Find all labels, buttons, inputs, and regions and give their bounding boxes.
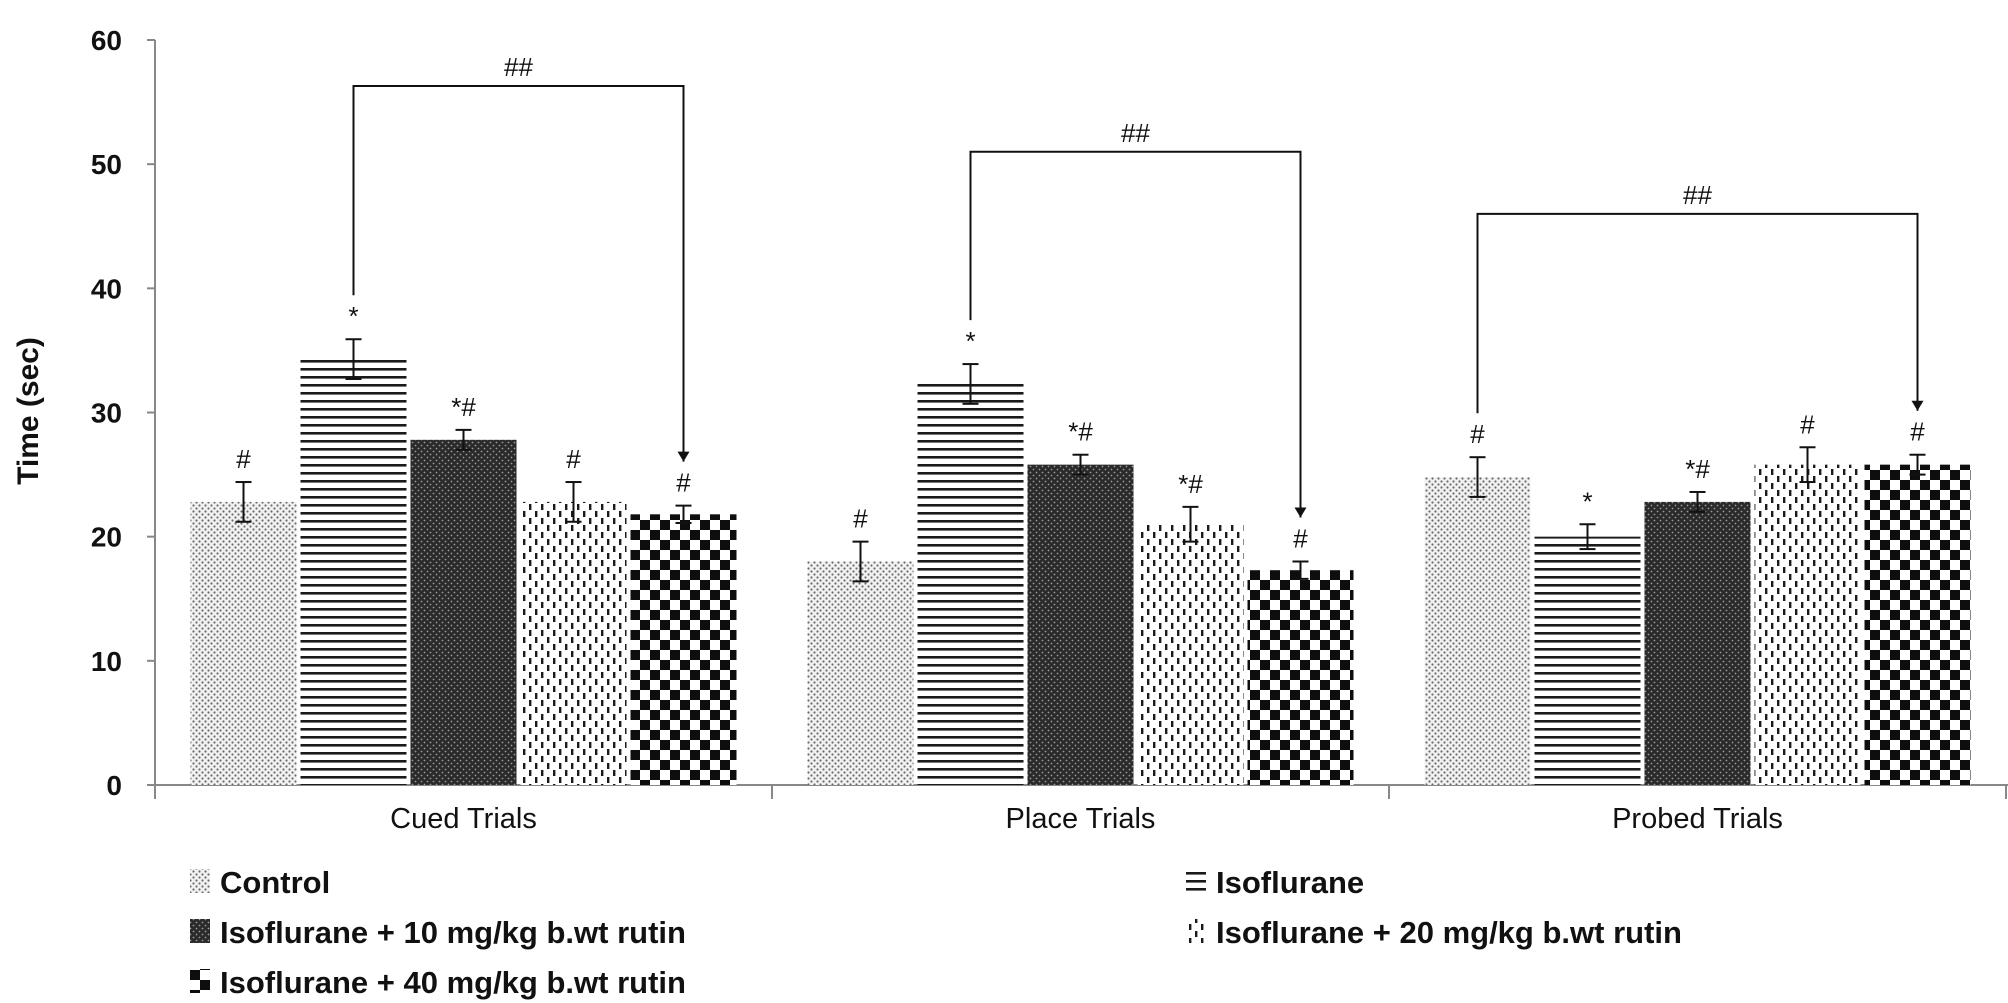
bracket-arrowhead: [1294, 507, 1307, 518]
y-tick-label: 60: [91, 25, 122, 56]
significance-mark: #: [236, 444, 251, 474]
significance-mark: *#: [1178, 469, 1203, 499]
bar: [1644, 501, 1751, 785]
bars: [190, 359, 1971, 785]
y-ticks: 0 10 20 30 40 50 60: [91, 25, 155, 801]
significance-mark: #: [853, 504, 868, 534]
y-tick-label: 40: [91, 273, 122, 304]
significance-mark: #: [1293, 524, 1308, 554]
y-tick-label: 0: [106, 770, 122, 801]
legend-swatch: [190, 969, 210, 993]
bar: [1864, 464, 1971, 785]
legend-label: Isoflurane + 40 mg/kg b.wt rutin: [220, 965, 686, 1000]
significance-mark: *#: [1068, 417, 1093, 447]
legend-label: Isoflurane + 10 mg/kg b.wt rutin: [220, 915, 686, 950]
bar: [1534, 536, 1641, 785]
legend-swatch: [1186, 919, 1206, 943]
significance-mark: *#: [1685, 454, 1710, 484]
bracket-label: ##: [1121, 118, 1150, 148]
x-categories: Cued Trials Place Trials Probed Trials: [154, 785, 2007, 835]
bar: [1137, 524, 1244, 785]
bar: [1247, 570, 1354, 785]
bracket-line: [352, 84, 685, 462]
y-tick-label: 10: [91, 646, 122, 677]
legend-label: Isoflurane: [1216, 865, 1364, 900]
bar: [807, 561, 914, 785]
significance-marks: # # # * * * *# *# *# # *# # # # #: [236, 301, 1925, 553]
x-category-label: Cued Trials: [390, 803, 537, 835]
legend-label: Control: [220, 865, 330, 900]
legend-swatch: [190, 919, 210, 943]
significance-mark: *#: [451, 392, 476, 422]
x-category-label: Place Trials: [1006, 803, 1156, 835]
significance-brackets: ######: [352, 52, 1924, 518]
bar: [1424, 477, 1531, 785]
bar: [630, 514, 737, 785]
significance-mark: #: [1800, 409, 1815, 439]
bracket-line: [969, 150, 1302, 518]
significance-mark: #: [1470, 419, 1485, 449]
y-tick-label: 50: [91, 149, 122, 180]
bracket-label: ##: [504, 52, 533, 82]
y-tick-label: 30: [91, 398, 122, 429]
significance-mark: *: [348, 301, 358, 331]
y-tick-label: 20: [91, 522, 122, 553]
significance-mark: #: [676, 468, 691, 498]
legend-swatch: [190, 869, 210, 893]
bar: [190, 501, 297, 785]
significance-mark: #: [1910, 417, 1925, 447]
bracket-line: [1476, 212, 1919, 414]
error-bars: [235, 338, 1926, 583]
bar: [1027, 464, 1134, 785]
bracket-arrowhead: [1911, 400, 1924, 411]
bar: [300, 359, 407, 785]
bracket-arrowhead: [677, 451, 690, 462]
bar: [917, 383, 1024, 785]
bar: [1754, 464, 1861, 785]
significance-mark: #: [566, 444, 581, 474]
significance-mark: *: [1582, 486, 1592, 516]
bar: [410, 439, 517, 785]
legend-label: Isoflurane + 20 mg/kg b.wt rutin: [1216, 915, 1682, 950]
significance-mark: *: [965, 326, 975, 356]
bracket-label: ##: [1683, 180, 1712, 210]
x-category-label: Probed Trials: [1612, 803, 1783, 835]
legend: Control Isoflurane Isoflurane + 10 mg/kg b…: [190, 865, 1682, 1000]
y-axis-label: Time (sec): [12, 337, 45, 485]
legend-swatch: [1186, 869, 1206, 893]
bar: [520, 501, 627, 785]
